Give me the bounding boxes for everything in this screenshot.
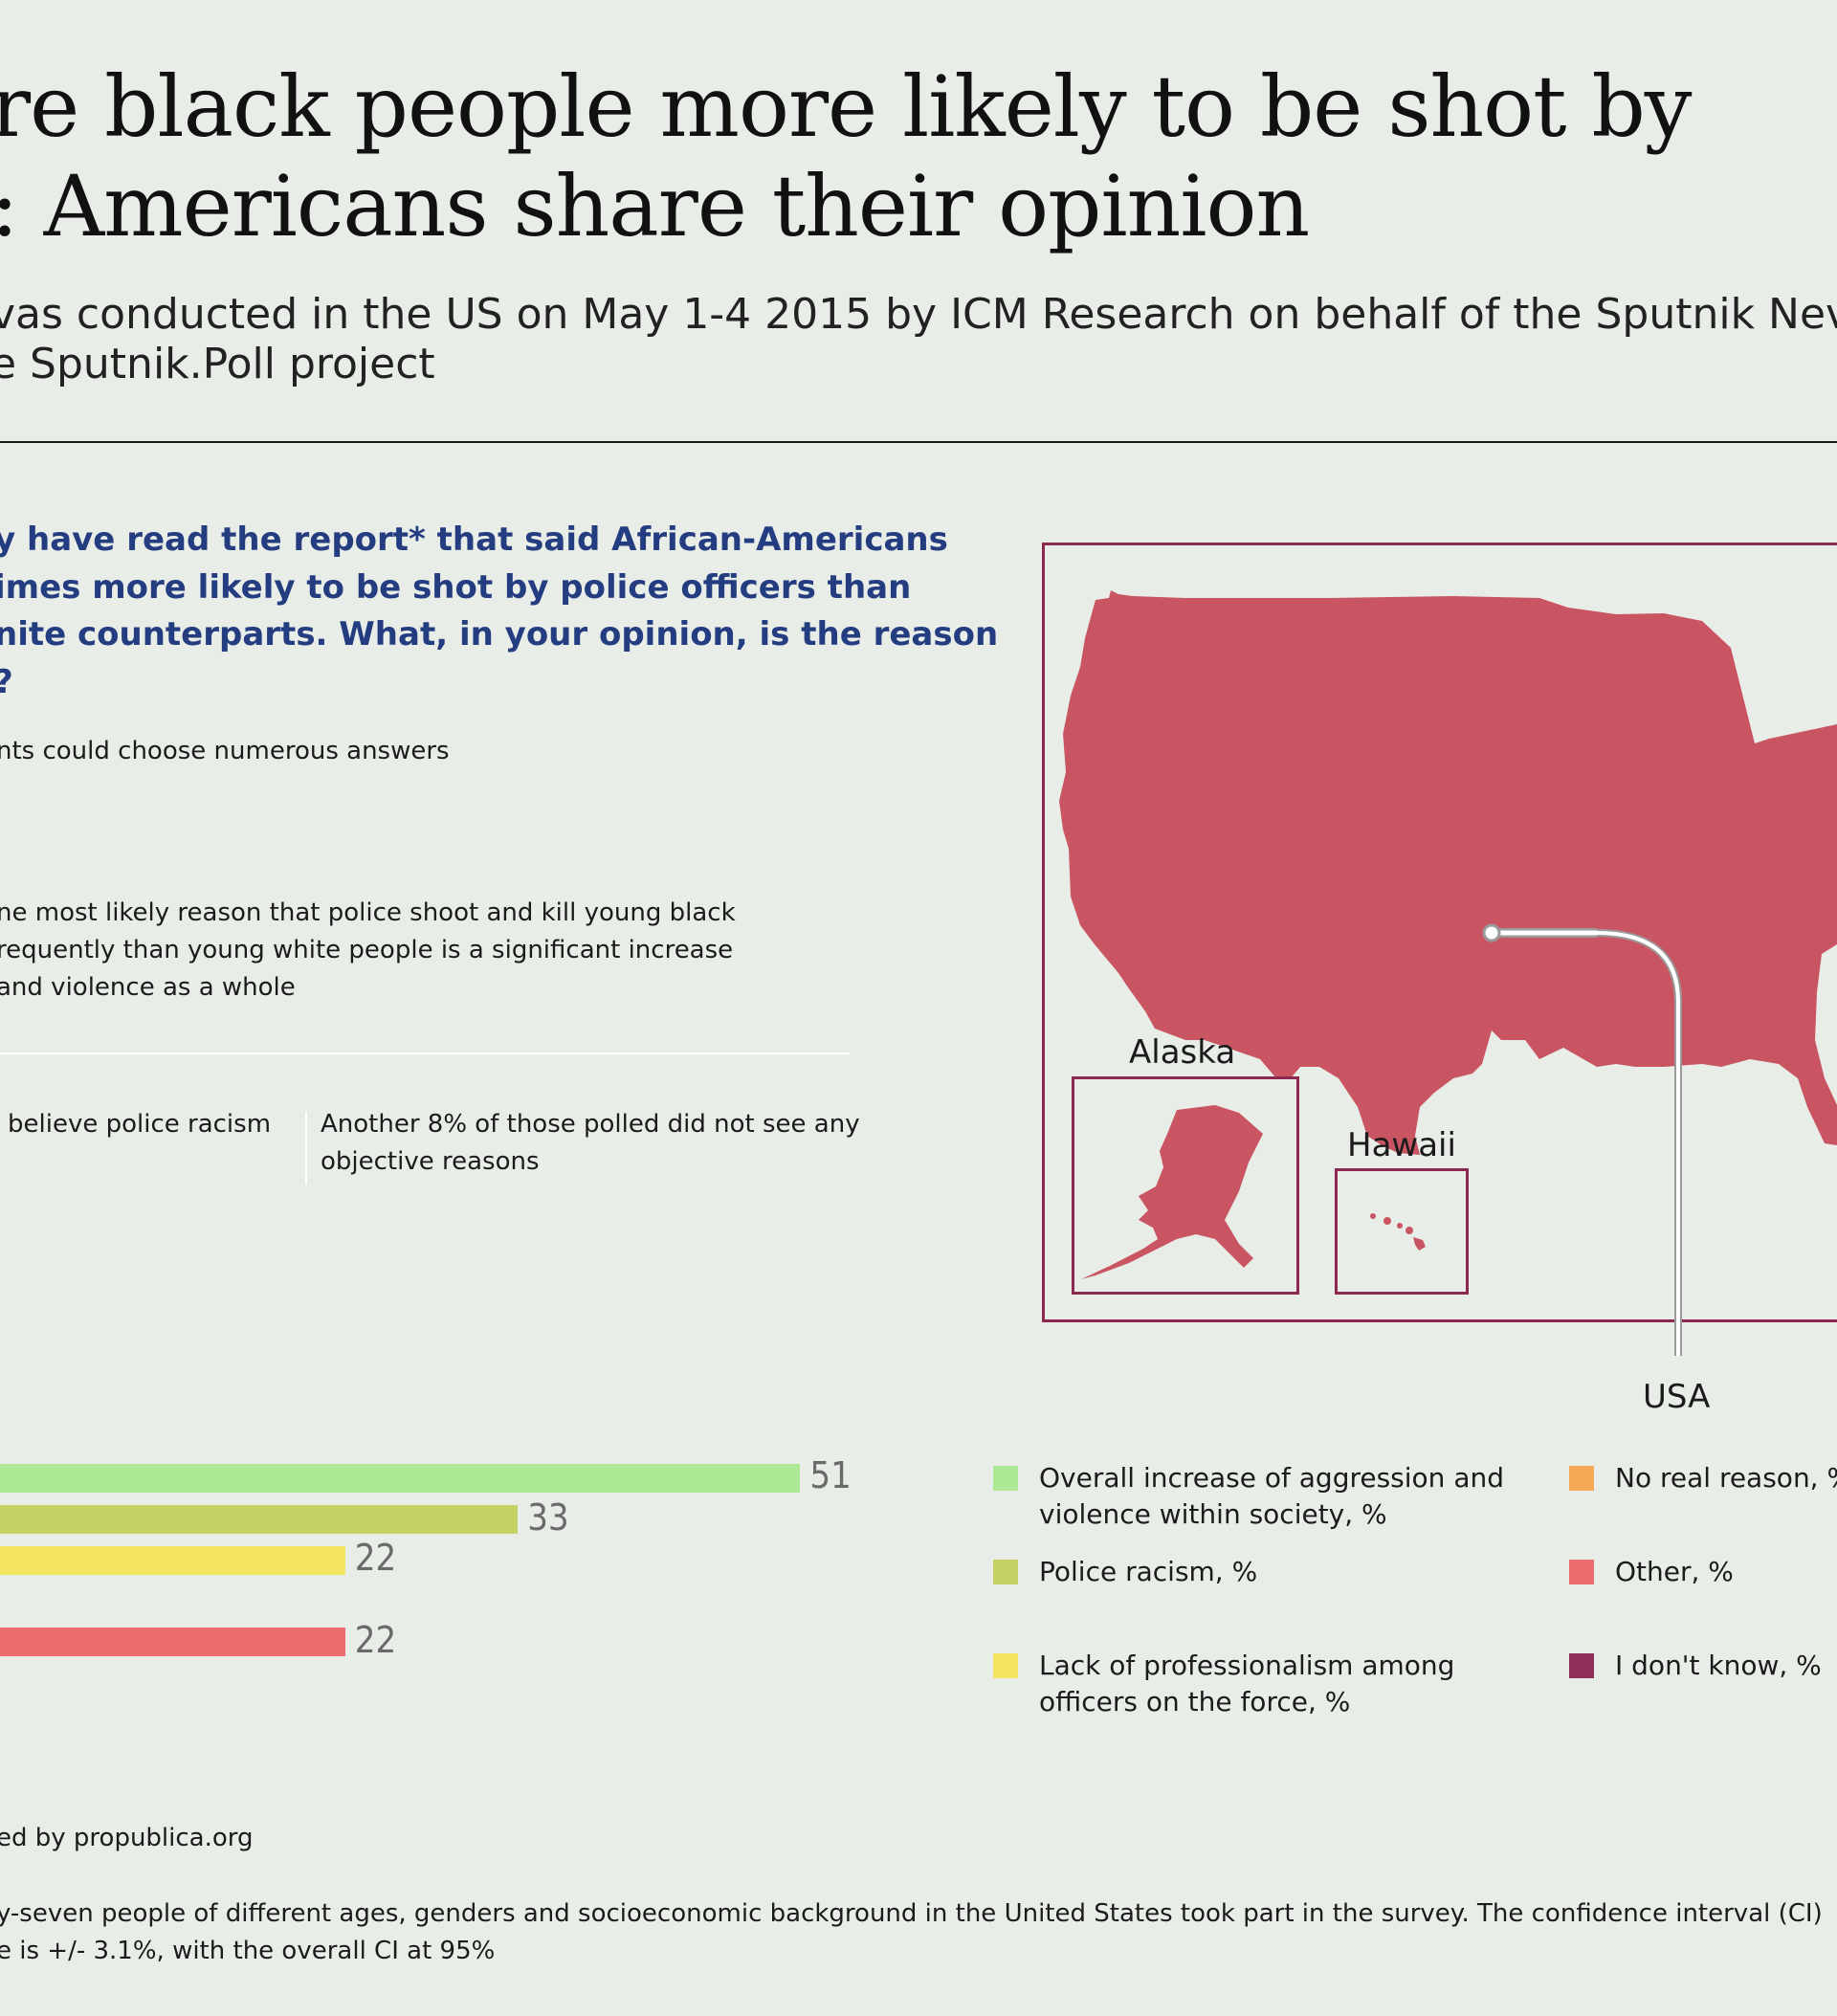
legend-swatch — [993, 1653, 1018, 1678]
footnote-line-2: e is +/- 3.1%, with the overall CI at 95… — [0, 1937, 496, 1965]
hawaii-island-4 — [1405, 1227, 1413, 1234]
legend-label-line-1: Overall increase of aggression and — [1039, 1462, 1505, 1494]
hawaii-label: Hawaii — [1347, 1126, 1456, 1164]
hawaii-island-3 — [1397, 1223, 1403, 1229]
legend-label: Overall increase of aggression and viole… — [1039, 1460, 1504, 1533]
footnote-line-1: y-seven people of different ages, gender… — [0, 1899, 1823, 1928]
legend-label: I don't know, % — [1615, 1650, 1822, 1681]
legend-label-line-1: Lack of professionalism among — [1039, 1650, 1455, 1681]
bar-police-racism — [0, 1505, 519, 1534]
question-line-2: imes more likely to be shot by police of… — [0, 567, 912, 607]
finding-line-3: and violence as a whole — [0, 973, 296, 1002]
bar-aggression — [0, 1464, 801, 1493]
respondents-note: nts could choose numerous answers — [0, 737, 450, 765]
hawaii-inset — [1335, 1168, 1469, 1295]
question-line-4: ? — [0, 659, 998, 707]
fact-right-line-2: objective reasons — [321, 1147, 540, 1176]
fact-divider — [305, 1112, 307, 1185]
legend-swatch — [993, 1560, 1018, 1584]
bar-label-aggression: 51 — [809, 1454, 852, 1496]
alaska-shape — [1081, 1105, 1263, 1279]
finding-line-2: requently than young white people is a s… — [0, 936, 734, 964]
footnote: y-seven people of different ages, gender… — [0, 1895, 1823, 1970]
legend-label-line-2: violence within society, % — [1039, 1498, 1387, 1530]
legend-label-line-2: officers on the force, % — [1039, 1686, 1351, 1717]
fact-right-line-1: Another 8% of those polled did not see a… — [321, 1110, 860, 1139]
source-note: ed by propublica.org — [0, 1824, 254, 1852]
legend-swatch — [993, 1466, 1018, 1491]
question: y have read the report* that said Africa… — [0, 517, 998, 706]
section-divider — [0, 1052, 850, 1054]
fact-left: believe police racism — [8, 1110, 272, 1139]
usa-mainland-shape — [1059, 590, 1837, 1155]
legend-swatch — [1569, 1653, 1594, 1678]
map-frame — [1042, 543, 1837, 1322]
legend-swatch — [1569, 1466, 1594, 1491]
usa-leader-curve-inner — [1596, 931, 1680, 1356]
legend-label: Police racism, % — [1039, 1556, 1258, 1587]
subtitle-line-1: vas conducted in the US on May 1-4 2015 … — [0, 290, 1837, 339]
legend-label: Lack of professionalism among officers o… — [1039, 1648, 1454, 1720]
alaska-inset — [1072, 1076, 1299, 1295]
chart-title-line-2: : Americans share their opinion — [0, 157, 1310, 255]
bar-chart: 51 33 22 22 — [0, 1454, 957, 1674]
finding: ne most likely reason that police shoot … — [0, 895, 736, 1007]
legend-swatch — [1569, 1560, 1594, 1584]
bar-label-lack-professionalism: 22 — [354, 1537, 397, 1579]
hawaii-island-1 — [1370, 1213, 1376, 1219]
hawaii-island-big — [1413, 1237, 1426, 1251]
bar-other — [0, 1628, 345, 1656]
finding-line-1: ne most likely reason that police shoot … — [0, 898, 736, 927]
bar-lack-professionalism — [0, 1546, 345, 1575]
subtitle-line-2: e Sputnik.Poll project — [0, 340, 435, 388]
usa-marker-dot — [1482, 923, 1501, 942]
question-line-3: nite counterparts. What, in your opinion… — [0, 615, 999, 654]
fact-right: Another 8% of those polled did not see a… — [321, 1106, 860, 1181]
legend-label: No real reason, % — [1615, 1462, 1837, 1494]
usa-label: USA — [1643, 1378, 1711, 1416]
hawaii-islands — [1370, 1213, 1426, 1251]
hawaii-map — [1370, 1213, 1426, 1251]
bar-label-police-racism: 33 — [527, 1496, 569, 1539]
hawaii-island-2 — [1383, 1217, 1391, 1225]
alaska-map — [1081, 1105, 1263, 1279]
legend-label: Other, % — [1615, 1556, 1734, 1587]
header-rule — [0, 441, 1837, 443]
usa-map — [1059, 590, 1837, 1356]
bar-label-other: 22 — [354, 1619, 397, 1661]
chart-title-line-1: re black people more likely to be shot b… — [0, 57, 1693, 156]
question-line-1: y have read the report* that said Africa… — [0, 521, 948, 559]
alaska-label: Alaska — [1129, 1033, 1236, 1072]
